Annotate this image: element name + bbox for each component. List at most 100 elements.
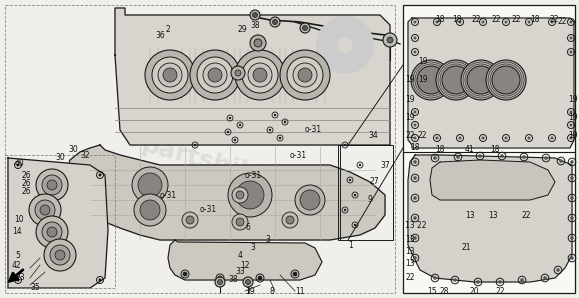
Text: 20: 20 [470,286,479,296]
Text: 36: 36 [155,30,165,40]
Circle shape [478,154,482,158]
Circle shape [570,123,573,126]
Circle shape [482,136,485,139]
Text: 23: 23 [15,274,25,283]
Circle shape [570,176,574,180]
Circle shape [570,111,573,114]
Circle shape [242,57,278,93]
Circle shape [302,26,307,30]
Circle shape [293,272,297,276]
Circle shape [231,66,245,80]
Circle shape [239,124,241,126]
Circle shape [273,19,277,24]
Circle shape [293,63,317,87]
Circle shape [140,200,160,220]
Circle shape [132,167,168,203]
Circle shape [270,17,280,27]
Circle shape [254,39,262,47]
Circle shape [413,256,417,260]
Circle shape [134,194,166,226]
Circle shape [413,21,416,24]
Text: 38: 38 [250,21,259,30]
Circle shape [467,66,495,94]
Text: 41: 41 [465,145,475,153]
Text: 37: 37 [380,161,390,170]
Text: 13: 13 [405,260,415,268]
Circle shape [459,21,461,24]
Circle shape [152,57,188,93]
Circle shape [413,123,416,126]
Circle shape [527,21,530,24]
Circle shape [279,137,281,139]
Circle shape [413,236,417,240]
Circle shape [498,280,502,284]
Text: 32: 32 [80,150,90,159]
Circle shape [344,209,346,211]
Text: 13: 13 [405,248,415,257]
Circle shape [158,63,182,87]
Circle shape [218,280,222,285]
Circle shape [413,216,417,220]
Polygon shape [168,240,322,280]
Circle shape [197,57,233,93]
Circle shape [365,41,372,49]
Text: 19: 19 [418,75,428,85]
Circle shape [194,144,196,146]
Circle shape [253,68,267,82]
Circle shape [250,35,266,51]
Circle shape [570,136,573,139]
Circle shape [344,144,346,146]
Text: 22: 22 [522,210,532,220]
Text: 30: 30 [55,153,65,162]
Text: 22: 22 [405,131,415,139]
Text: o-31: o-31 [160,190,177,199]
Circle shape [248,63,272,87]
Circle shape [570,160,574,164]
Text: 3: 3 [265,235,270,244]
Circle shape [282,212,298,228]
Circle shape [413,176,417,180]
Circle shape [47,180,57,190]
Circle shape [227,131,229,133]
Circle shape [453,278,457,282]
Text: 19: 19 [405,114,415,122]
Text: o-31: o-31 [290,150,307,159]
Circle shape [50,245,70,265]
Text: 33: 33 [235,268,245,277]
Text: 26: 26 [22,179,32,187]
Text: 26: 26 [22,170,32,179]
Circle shape [527,136,530,139]
Circle shape [362,30,369,36]
Text: 1: 1 [348,240,353,249]
Text: 15: 15 [427,286,437,296]
Polygon shape [408,155,572,282]
Circle shape [354,194,356,196]
Circle shape [250,10,260,20]
Circle shape [559,159,563,163]
Circle shape [321,54,328,60]
Circle shape [342,18,349,24]
Text: o-31: o-31 [200,206,217,215]
Text: 13 22: 13 22 [405,221,427,230]
Text: 21: 21 [462,243,471,252]
Circle shape [55,250,65,260]
Circle shape [183,272,187,276]
Text: 39: 39 [245,286,255,296]
Circle shape [235,70,241,76]
Circle shape [492,66,520,94]
Circle shape [456,155,460,159]
Text: 28: 28 [440,286,449,296]
Circle shape [544,156,548,160]
Circle shape [570,216,574,220]
Circle shape [329,62,336,69]
Circle shape [42,222,62,242]
Text: 26: 26 [22,187,32,196]
Circle shape [16,164,20,167]
Text: 18: 18 [435,145,445,153]
Text: 13: 13 [465,210,475,220]
Circle shape [461,60,501,100]
Circle shape [44,239,76,271]
Bar [5,155,115,288]
Circle shape [570,256,574,260]
Circle shape [236,218,244,226]
